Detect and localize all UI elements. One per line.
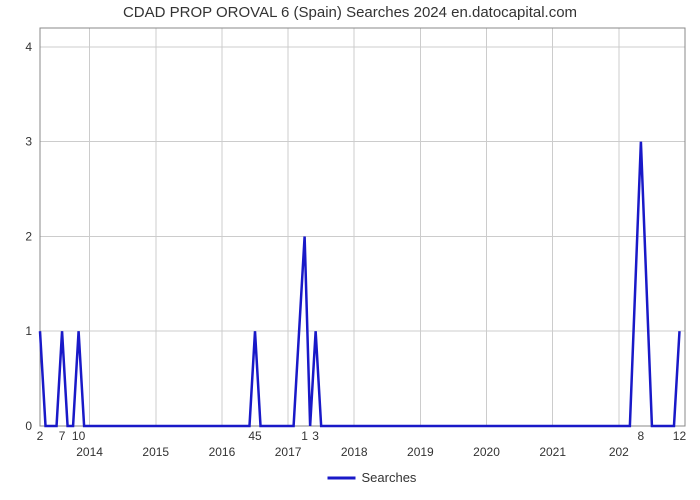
x-year-label: 2020 <box>473 445 500 459</box>
data-line-searches <box>40 142 679 426</box>
x-year-label: 202 <box>609 445 629 459</box>
x-year-label: 2016 <box>209 445 236 459</box>
x-point-label: 3 <box>312 429 319 443</box>
x-point-label: 8 <box>638 429 645 443</box>
x-point-label: 7 <box>59 429 66 443</box>
chart-container: CDAD PROP OROVAL 6 (Spain) Searches 2024… <box>0 0 700 500</box>
x-year-label: 2019 <box>407 445 434 459</box>
x-year-label: 2021 <box>539 445 566 459</box>
x-point-label: 2 <box>37 429 44 443</box>
x-point-label: 10 <box>72 429 86 443</box>
chart-svg: 0123420142015201620172018201920202021202… <box>0 0 700 500</box>
x-year-label: 2017 <box>275 445 302 459</box>
x-point-label: 12 <box>673 429 687 443</box>
x-point-label: 45 <box>248 429 262 443</box>
chart-title: CDAD PROP OROVAL 6 (Spain) Searches 2024… <box>0 4 700 21</box>
y-tick-label: 4 <box>25 40 32 54</box>
x-point-label: 1 <box>301 429 308 443</box>
legend-label: Searches <box>362 470 417 485</box>
x-year-label: 2014 <box>76 445 103 459</box>
y-tick-label: 0 <box>25 419 32 433</box>
plot-border <box>40 28 685 426</box>
y-tick-label: 2 <box>25 229 32 243</box>
y-tick-label: 3 <box>25 135 32 149</box>
y-tick-label: 1 <box>25 324 32 338</box>
x-year-label: 2015 <box>142 445 169 459</box>
x-year-label: 2018 <box>341 445 368 459</box>
